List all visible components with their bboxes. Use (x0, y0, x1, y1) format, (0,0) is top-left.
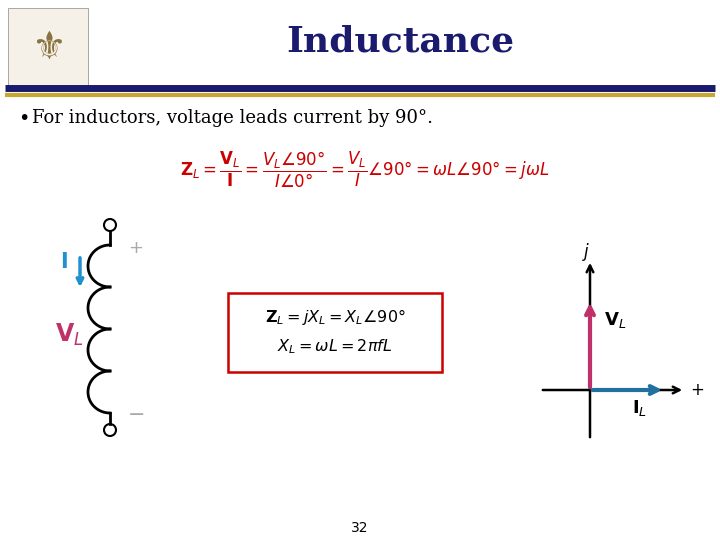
Text: $X_L = \omega L = 2\pi fL$: $X_L = \omega L = 2\pi fL$ (277, 338, 392, 356)
Text: ⚜: ⚜ (30, 29, 66, 67)
Text: j: j (584, 243, 588, 261)
Text: $\mathbf{V}_L$: $\mathbf{V}_L$ (55, 322, 84, 348)
Text: $\mathbf{V}_L$: $\mathbf{V}_L$ (604, 310, 626, 330)
Text: +: + (128, 239, 143, 257)
Text: •: • (18, 109, 30, 127)
Text: $\mathbf{Z}_L = \dfrac{\mathbf{V}_L}{\mathbf{I}} = \dfrac{V_L\angle90°}{I\angle0: $\mathbf{Z}_L = \dfrac{\mathbf{V}_L}{\ma… (180, 150, 549, 190)
Text: 32: 32 (351, 521, 369, 535)
Text: Inductance: Inductance (286, 25, 514, 59)
Text: For inductors, voltage leads current by 90°.: For inductors, voltage leads current by … (32, 109, 433, 127)
Text: $\mathbf{Z}_L = jX_L = X_L\angle90°$: $\mathbf{Z}_L = jX_L = X_L\angle90°$ (265, 307, 405, 327)
Text: $\mathbf{I}_L$: $\mathbf{I}_L$ (632, 398, 647, 418)
Text: $\mathbf{I}$: $\mathbf{I}$ (60, 252, 68, 272)
FancyBboxPatch shape (8, 8, 88, 88)
Text: +: + (690, 381, 704, 399)
FancyBboxPatch shape (228, 293, 442, 372)
Text: −: − (128, 405, 145, 425)
